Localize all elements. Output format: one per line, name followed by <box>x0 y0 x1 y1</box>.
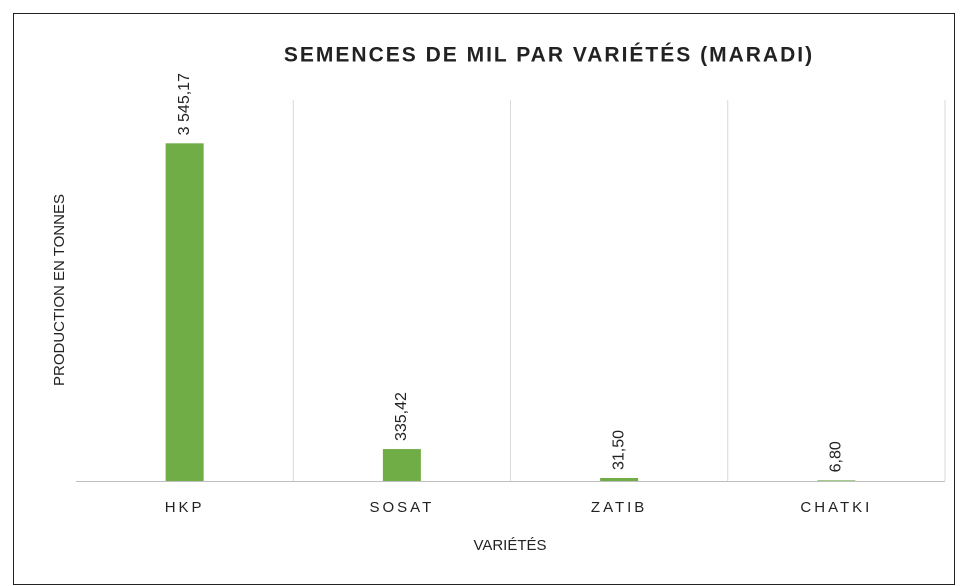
x-tick-label: SOSAT <box>370 499 435 516</box>
bar <box>817 480 856 481</box>
x-axis-title: VARIÉTÉS <box>473 537 546 554</box>
x-tick-label: HKP <box>165 499 205 516</box>
x-tick-label: CHATKI <box>800 499 872 516</box>
data-label: 335,42 <box>393 392 410 441</box>
bar <box>600 477 639 481</box>
bar <box>382 449 421 481</box>
bar <box>165 143 204 481</box>
y-axis-title: PRODUCTION EN TONNES <box>51 194 68 386</box>
data-label: 31,50 <box>610 430 627 470</box>
x-tick-label: ZATIB <box>591 499 647 516</box>
data-label: 6,80 <box>828 441 845 472</box>
data-label: 3 545,17 <box>176 73 193 135</box>
chart-title: SEMENCES DE MIL PAR VARIÉTÉS (MARADI) <box>284 44 814 67</box>
